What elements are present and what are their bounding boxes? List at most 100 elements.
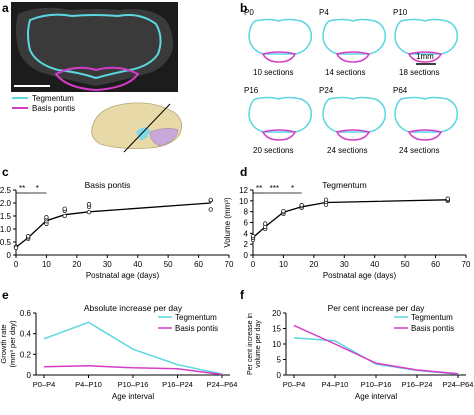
- y-tick-label: 1.0: [0, 225, 12, 234]
- data-point: [323, 197, 329, 202]
- y-tick-label: 2.0: [0, 199, 12, 208]
- y-tick-label: 0.6: [20, 309, 32, 318]
- section-outline-p0: P0 10 sections: [244, 8, 313, 77]
- section-count-label: 20 sections: [253, 146, 293, 155]
- y-tick-label: 4: [244, 229, 249, 238]
- panel-letter-c: c: [2, 165, 9, 179]
- y-axis-label: Per cent increase in: [247, 313, 254, 375]
- series-line: [43, 364, 223, 376]
- x-tick-label: 0: [251, 260, 256, 269]
- x-axis-label: Age interval: [112, 392, 154, 401]
- legend-label: Tegmentum: [175, 313, 217, 322]
- chart-f-percent-increase: 0 5 10 15 20 Per cent increase per day P0–P4 P4…: [247, 303, 473, 401]
- x-tick-label: 70: [462, 260, 471, 269]
- section-age-label: P24: [319, 86, 334, 95]
- chart-title: Tegmentum: [322, 180, 366, 190]
- significance-label: **: [19, 184, 25, 193]
- panel-letter-f: f: [240, 288, 245, 302]
- y-tick-label: 15: [272, 325, 281, 334]
- significance-label: *: [291, 184, 294, 193]
- section-count-label: 24 sections: [399, 146, 439, 155]
- x-tick-label: P0–P4: [33, 380, 56, 389]
- x-tick-label: 0: [14, 260, 19, 269]
- panel-letter-b: b: [240, 1, 247, 15]
- chart-e-absolute-increase: 0 0.2 0.4 0.6 Absolute increase per day P0–P4…: [0, 303, 237, 401]
- data-point: [13, 245, 19, 250]
- data-point: [299, 203, 304, 208]
- y-tick-label: 0.2: [20, 350, 32, 359]
- y-tick-label: 0: [7, 251, 12, 260]
- x-tick-label: 10: [42, 260, 51, 269]
- data-point: [62, 213, 67, 219]
- y-tick-label: 0: [27, 371, 32, 380]
- x-axis-label: Age interval: [355, 392, 397, 401]
- panel-a-legend: Tegmentum Basis pontis: [12, 94, 75, 113]
- x-tick-label: 30: [340, 260, 349, 269]
- panel-a-micrograph: [11, 2, 178, 92]
- chart-title: Per cent increase per day: [328, 303, 426, 313]
- x-axis-label: Postnatal age (days): [323, 271, 397, 280]
- legend-label: Tegmentum: [411, 313, 453, 322]
- y-tick-label: 5: [277, 356, 282, 365]
- section-count-label: 14 sections: [325, 68, 365, 77]
- section-count-label: 24 sections: [327, 146, 367, 155]
- data-point: [445, 196, 450, 201]
- x-tick-label: P24–P64: [207, 380, 238, 389]
- chart-d-tegmentum-volume: 0 2 46 8 10 12 Tegmentum 0 10 20 30 40 50 60 70 Postnat…: [223, 180, 471, 280]
- significance-label: **: [256, 184, 262, 193]
- section-age-label: P0: [244, 8, 254, 17]
- panel-b-sections: P0 10 sections P4 14 sections P10 18 sec…: [244, 8, 459, 155]
- x-tick-label: P4–P10: [75, 380, 102, 389]
- y-tick-label: 6: [244, 219, 249, 228]
- tegmentum-outline: [27, 13, 162, 80]
- section-age-label: P4: [319, 8, 329, 17]
- section-outline-p10: P10 18 sections: [393, 8, 459, 77]
- y-axis-label: Volume (mm³): [223, 197, 232, 248]
- x-tick-label: P4–P10: [322, 380, 349, 389]
- y-axis-label: Growth rate: [0, 324, 8, 363]
- x-tick-label: P0–P4: [283, 380, 306, 389]
- section-outline-p16: P16 20 sections: [244, 86, 313, 155]
- section-outline-p24: P24 24 sections: [319, 86, 387, 155]
- y-tick-label: 0: [244, 251, 249, 260]
- y-tick-label: 12: [239, 186, 248, 195]
- legend-label-basis-pontis: Basis pontis: [32, 104, 75, 113]
- x-tick-label: 60: [431, 260, 440, 269]
- section-outline-p4: P4 14 sections: [319, 8, 387, 77]
- y-axis-label: (mm³ per day): [8, 320, 17, 368]
- x-tick-label: 30: [103, 260, 112, 269]
- panel-letter-a: a: [2, 1, 9, 15]
- mean-curve: [252, 199, 448, 239]
- cerebellum-region: [149, 128, 179, 147]
- sagittal-brain-schematic: [91, 102, 183, 153]
- y-axis-label: volume per day: [255, 320, 262, 368]
- x-tick-label: 50: [401, 260, 410, 269]
- section-scale-label: 1mm: [416, 52, 434, 61]
- data-point: [86, 209, 92, 215]
- data-point: [26, 234, 31, 239]
- data-point: [62, 206, 67, 211]
- y-tick-label: 0.4: [20, 330, 32, 339]
- data-point: [208, 197, 213, 203]
- y-tick-label: 20: [272, 309, 281, 318]
- y-tick-label: 1.5: [0, 212, 12, 221]
- section-count-label: 18 sections: [399, 68, 439, 77]
- y-tick-label: 0: [277, 371, 282, 380]
- pons-highlight: [136, 127, 150, 140]
- significance-label: ***: [270, 184, 279, 193]
- y-tick-label: 2.5: [0, 186, 12, 195]
- basis-pontis-outline: [54, 66, 140, 92]
- x-tick-label: 70: [225, 260, 234, 269]
- x-tick-label: 40: [133, 260, 142, 269]
- data-point: [208, 207, 213, 212]
- series-line: [43, 321, 223, 375]
- chart-c-basis-pontis-volume: 0 0.5 1.0 1.5 2.0 2.5 Basis pontis 0 10 20 30 40 50 6…: [0, 180, 234, 280]
- data-point: [281, 208, 286, 214]
- y-tick-label: 2: [244, 240, 249, 249]
- chart-title: Basis pontis: [85, 180, 131, 190]
- x-tick-label: P16–P24: [162, 380, 193, 389]
- series-line: [293, 324, 459, 375]
- y-tick-label: 0.5: [0, 238, 12, 247]
- x-tick-label: 40: [370, 260, 379, 269]
